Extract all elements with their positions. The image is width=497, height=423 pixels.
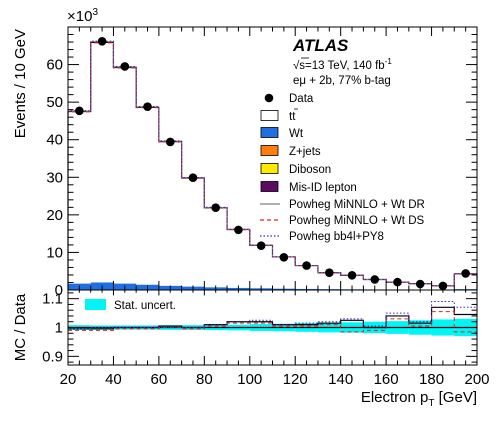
x-tick-label: 20 bbox=[60, 371, 77, 388]
data-point bbox=[370, 275, 380, 284]
atlas-label: ATLAS bbox=[292, 36, 349, 55]
y-tick-label: 50 bbox=[46, 94, 63, 111]
legend-swatch bbox=[260, 181, 279, 192]
legend-data-marker bbox=[264, 93, 274, 103]
legend-label: tt bbox=[289, 111, 296, 123]
legend-swatch bbox=[260, 163, 279, 174]
y-tick-label: 10 bbox=[46, 244, 63, 261]
legend: ATLAS √s=13 TeV, 140 fb-1 eμ + 2b, 77% b-t… bbox=[85, 36, 425, 312]
x-tick-label: 60 bbox=[151, 371, 168, 388]
data-point bbox=[393, 277, 402, 287]
ratio-y-axis-title: MC / Data bbox=[12, 293, 29, 361]
data-point bbox=[211, 203, 220, 213]
x-tick-label: 140 bbox=[328, 371, 353, 388]
upper-panel bbox=[67, 26, 478, 291]
stat-uncert-label: Stat. uncert. bbox=[114, 300, 176, 312]
data-point bbox=[165, 137, 175, 147]
data-point bbox=[97, 36, 107, 46]
legend-swatch bbox=[260, 145, 279, 156]
ratio-y-tick-label: 0.9 bbox=[42, 348, 63, 365]
legend-label: Powheg MiNNLO + Wt DS bbox=[289, 215, 424, 227]
data-point bbox=[302, 261, 311, 270]
legend-label: Data bbox=[289, 93, 314, 105]
y-tick-label: 60 bbox=[46, 57, 63, 74]
x-tick-label: 160 bbox=[374, 371, 399, 388]
axes-text: 0 10 20 30 40 50 60 0.9 1 1.1 20 40 60 80 100 120 140 160… bbox=[12, 7, 490, 409]
x-tick-label: 120 bbox=[283, 371, 308, 388]
legend-swatch bbox=[260, 127, 279, 138]
data-point bbox=[143, 102, 152, 111]
data-point bbox=[256, 241, 266, 250]
legend-label: Z+jets bbox=[289, 146, 321, 158]
x-axis-title: Electron pT [GeV] bbox=[361, 389, 477, 409]
legend-label: Powheg bb4l+PY8 bbox=[289, 231, 384, 243]
data-point bbox=[234, 225, 243, 235]
legend-label: Wt bbox=[289, 128, 304, 140]
x-tick-label: 180 bbox=[419, 371, 444, 388]
y-tick-label: 30 bbox=[46, 169, 63, 186]
y-axis-title: Events / 10 GeV bbox=[12, 29, 29, 138]
x-axis-unit: [GeV] bbox=[434, 389, 477, 406]
data-point bbox=[461, 269, 470, 278]
lumi-superscript: -1 bbox=[385, 57, 393, 66]
data-point bbox=[188, 173, 198, 182]
x-axis-subscript: T bbox=[428, 398, 434, 409]
selection-label: eμ + 2b, 77% b-tag bbox=[293, 75, 391, 87]
ratio-ds-line bbox=[68, 311, 477, 333]
bb4l-line bbox=[67, 40, 477, 290]
y-multiplier-exponent: 3 bbox=[92, 7, 98, 18]
stat-uncert-swatch bbox=[85, 299, 106, 310]
y-tick-label: 40 bbox=[46, 132, 63, 149]
data-point bbox=[279, 253, 289, 262]
energy-lumi-label: √s=13 TeV, 140 fb-1 bbox=[293, 57, 392, 72]
data-point bbox=[120, 62, 130, 71]
x-tick-label: 40 bbox=[105, 371, 122, 388]
legend-label: Diboson bbox=[289, 164, 331, 176]
y-multiplier: ×103 bbox=[67, 7, 98, 25]
legend-label: Mis-ID lepton bbox=[289, 182, 357, 194]
ratio-y-tick-label: 1 bbox=[55, 320, 63, 337]
ratio-panel bbox=[67, 289, 478, 366]
x-tick-label: 200 bbox=[464, 371, 489, 388]
data-point bbox=[347, 271, 357, 280]
data-point bbox=[75, 106, 84, 116]
x-tick-label: 80 bbox=[196, 371, 213, 388]
legend-swatch bbox=[260, 110, 279, 121]
data-point bbox=[415, 279, 425, 289]
ratio-y-tick-label: 1.1 bbox=[42, 291, 63, 308]
legend-label: Powheg MiNNLO + Wt DR bbox=[289, 199, 425, 211]
x-tick-label: 100 bbox=[237, 371, 262, 388]
y-tick-label: 20 bbox=[46, 207, 63, 224]
data-point bbox=[325, 268, 334, 278]
y-tick-label: 0 bbox=[55, 282, 63, 299]
